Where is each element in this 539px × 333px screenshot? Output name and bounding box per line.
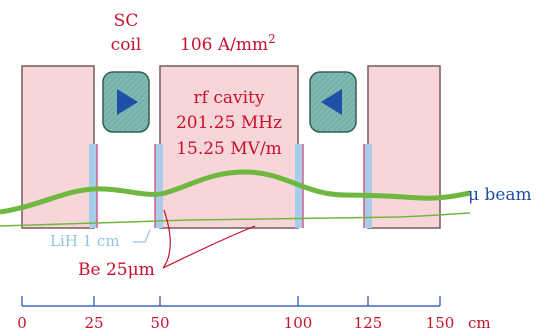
sc-coil-label-line1: SC [114,11,139,31]
rf-gradient-label: 15.25 MV/m [176,139,282,159]
beam-envelope-thick [0,169,471,215]
scale-tick-125: 125 [354,314,383,332]
right-cavity-block [367,65,441,229]
current-density-exp: 2 [268,32,276,46]
coil-arrow-right-icon [117,89,138,115]
window-4 [363,144,372,228]
current-density-base: 106 A/mm [180,35,268,55]
lih-leader [133,229,151,243]
be-leader-1 [162,209,171,269]
sc-coil-left [102,71,150,133]
window-1 [89,144,98,228]
sc-coil-right [309,71,357,133]
beam-envelope-thin [0,212,471,227]
scale-tick-50: 50 [150,314,169,332]
scale-tick-25: 25 [84,314,103,332]
scale-unit: cm [468,314,491,332]
be-label: Be 25μm [78,260,155,280]
left-cavity-block [21,65,95,229]
rf-frequency-label: 201.25 MHz [176,113,282,133]
be-leader-2 [162,225,256,269]
scale-tick-100: 100 [284,314,313,332]
scale-tick-0: 0 [17,314,27,332]
scale-tick-150: 150 [426,314,455,332]
mu-beam-label: μ beam [468,185,532,205]
center-cavity-block [159,65,299,229]
sc-coil-label-line2: coil [111,35,142,55]
window-2 [154,144,163,228]
current-density-label: 106 A/mm2 [180,32,276,55]
scale-bar [21,296,441,307]
coil-arrow-left-icon [321,89,342,115]
rf-cavity-label: rf cavity [194,88,265,108]
lih-label: LiH 1 cm [50,232,120,250]
